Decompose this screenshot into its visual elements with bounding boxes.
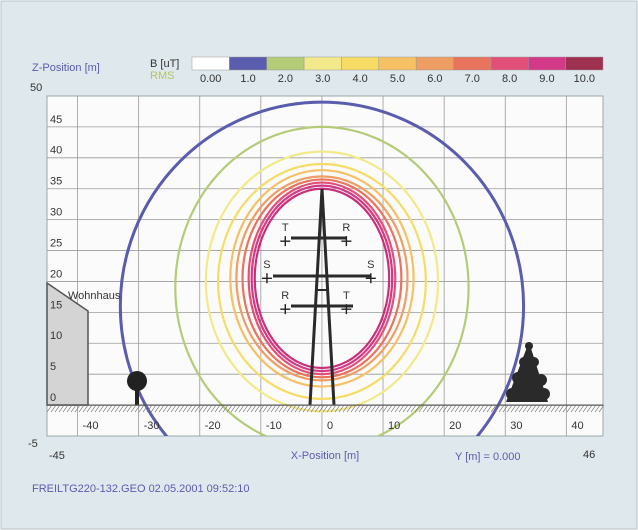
colorbar-subtitle: RMS [150, 70, 174, 82]
colorbar-label: 0.00 [200, 73, 221, 85]
x-axis-title: X-Position [m] [291, 450, 359, 462]
x-tick-label: -10 [266, 420, 282, 432]
page: Wohnhaus T R S S R T -40 -30 -20 -10 0 10 20 30 40 0 5 1… [0, 0, 638, 530]
x-tick-label: 20 [449, 420, 461, 432]
colorbar-swatch [528, 57, 565, 70]
y-tick-label: 20 [50, 268, 62, 280]
x-tick-label: 30 [510, 420, 522, 432]
x-tick-label: -20 [205, 420, 221, 432]
colorbar-label: 3.0 [315, 73, 330, 85]
y-limit-label: 50 [30, 82, 42, 94]
y-axis-title: Z-Position [m] [32, 62, 100, 74]
x-tick-label: 0 [327, 420, 333, 432]
conductor-label: S [367, 259, 374, 271]
y-tick-label: 45 [50, 114, 62, 126]
colorbar-swatch [416, 57, 453, 70]
colorbar-label: 2.0 [278, 73, 293, 85]
colorbar-label: 10.0 [574, 73, 595, 85]
x-tick-label: 40 [571, 420, 583, 432]
colorbar-swatch [192, 57, 229, 70]
colorbar-swatch [491, 57, 528, 70]
x-limit-label: 46 [583, 449, 595, 461]
y-position: Y [m] = 0.000 [455, 451, 521, 463]
colorbar-label: 6.0 [427, 73, 442, 85]
y-tick-label: 40 [50, 145, 62, 157]
y-limit-label: -5 [28, 438, 38, 450]
building-label: Wohnhaus [68, 290, 121, 302]
x-tick-label: -30 [144, 420, 160, 432]
conductor-label: R [342, 222, 350, 234]
colorbar-swatch [379, 57, 416, 70]
y-tick-label: 5 [50, 361, 56, 373]
y-tick-label: 0 [50, 392, 56, 404]
colorbar-swatch [304, 57, 341, 70]
colorbar-swatch [229, 57, 266, 70]
colorbar-label: 5.0 [390, 73, 405, 85]
y-tick-label: 10 [50, 330, 62, 342]
conductor-label: T [282, 222, 289, 234]
colorbar-label: 8.0 [502, 73, 517, 85]
x-limit-label: -45 [49, 450, 65, 462]
y-tick-label: 15 [50, 299, 62, 311]
x-tick-label: 10 [388, 420, 400, 432]
file-info: FREILTG220-132.GEO 02.05.2001 09:52:10 [32, 483, 250, 495]
colorbar-swatch [454, 57, 491, 70]
colorbar-label: 9.0 [539, 73, 554, 85]
y-tick-label: 30 [50, 207, 62, 219]
chart: Wohnhaus T R S S R T -40 -30 -20 -10 0 10 20 30 40 0 5 1… [0, 0, 638, 530]
colorbar-label: 1.0 [240, 73, 255, 85]
colorbar-title: B [uT] [150, 58, 179, 70]
x-tick-label: -40 [83, 420, 99, 432]
y-tick-label: 25 [50, 237, 62, 249]
conductor-label: T [343, 290, 350, 302]
colorbar-swatch [267, 57, 304, 70]
colorbar-swatch [341, 57, 378, 70]
conductor-label: R [281, 290, 289, 302]
y-tick-label: 35 [50, 176, 62, 188]
conductor-label: S [263, 259, 270, 271]
colorbar-label: 4.0 [352, 73, 367, 85]
colorbar-swatch [566, 57, 603, 70]
colorbar-label: 7.0 [465, 73, 480, 85]
